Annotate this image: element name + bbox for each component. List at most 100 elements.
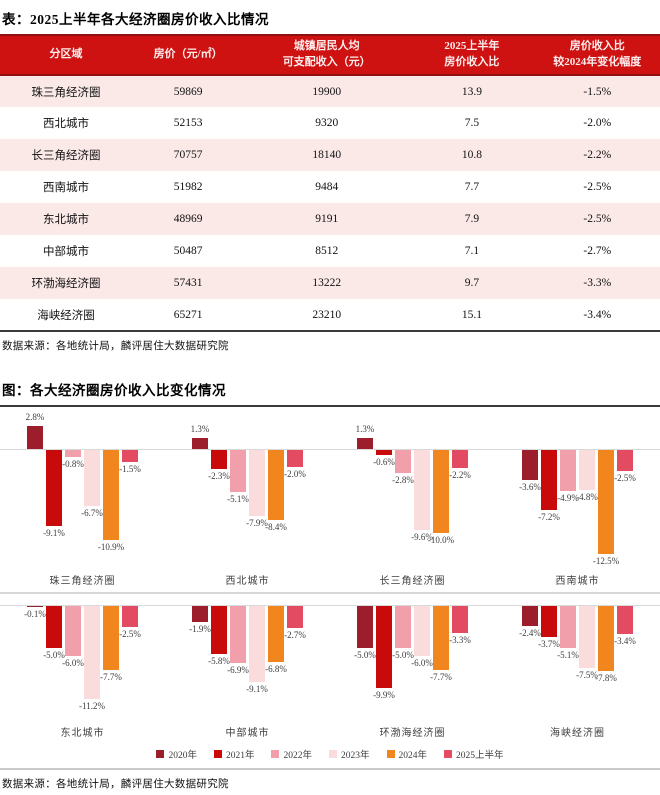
- value-cell: 15.1: [409, 299, 535, 332]
- bar-2020年: [27, 425, 43, 449]
- value-cell: 9.7: [464, 277, 480, 289]
- zero-axis-line: [0, 449, 660, 450]
- value-cell: 13.9: [461, 85, 482, 98]
- value-cell: 52153: [173, 117, 203, 129]
- bar-value-label: -6.0%: [411, 657, 433, 668]
- chart-title-rule: [0, 405, 660, 407]
- bar-2023年: [414, 606, 430, 656]
- value-cell: 59869: [173, 85, 203, 98]
- bar-2022年: [230, 450, 246, 493]
- chart-group-珠三角经济圈: 2.8% -9.1% -0.8% -6.7% -10.9% -1.5% 珠三角经济圈: [0, 407, 165, 591]
- region-cell: 长三角经济圈: [31, 150, 101, 162]
- bar-value-label: -0.1%: [24, 608, 46, 619]
- table-section: 表：2025上半年各大经济圈房价收入比情况 分区域 房价（元/㎡） 城镇居民人均 可…: [0, 0, 660, 357]
- value-cell: 50487: [173, 245, 203, 257]
- bar-value-label: -5.1%: [557, 650, 579, 661]
- legend-label: 2020年: [168, 751, 197, 761]
- bar-value-label: -5.0%: [392, 649, 414, 660]
- bar-value-label: -9.6%: [411, 531, 433, 542]
- bar-2025上半年: [122, 450, 138, 463]
- bar-2024年: [103, 606, 119, 670]
- ratio-table: 分区域 房价（元/㎡） 城镇居民人均 可支配收入（元） 2025上半年 房价收入比 房价…: [0, 34, 660, 332]
- bar-value-label: -2.5%: [614, 472, 636, 483]
- bar-2020年: [192, 606, 208, 622]
- legend-item: 2023年: [329, 747, 370, 761]
- group-label: 海峡经济圈: [550, 728, 605, 739]
- value-cell: 7.7: [464, 181, 480, 193]
- table-row: 环渤海经济圈 57431 13222 9.7 -3.3%: [0, 267, 660, 299]
- bar-2023年: [84, 450, 100, 506]
- column-header-3: 2025上半年 房价收入比: [409, 34, 535, 76]
- legend-item: 2025上半年: [444, 747, 504, 761]
- chart-source: 数据来源：各地统计局，麟评居住大数据研究院: [2, 779, 229, 790]
- bar-2024年: [268, 606, 284, 663]
- chart-legend: 2020年 2021年 2022年 2023年 2024年 2025上半年: [0, 743, 660, 765]
- bar-2020年: [522, 606, 538, 626]
- bar-value-label: -8.4%: [265, 521, 287, 532]
- legend-item: 2021年: [213, 747, 255, 761]
- value-cell: 7.5: [464, 117, 480, 129]
- table-row: 海峡经济圈 65271 23210 15.1 -3.4%: [0, 299, 660, 332]
- table-body: 珠三角经济圈 59869 19900 13.9 -1.5% 西北城市 52153 9320 7.…: [0, 75, 660, 332]
- legend-label: 2024年: [398, 751, 428, 761]
- value-cell: -2.5%: [583, 181, 612, 193]
- table-row: 东北城市 48969 9191 7.9 -2.5%: [0, 203, 660, 235]
- legend-swatch-icon: [271, 750, 280, 758]
- value-cell: 65271: [132, 299, 245, 332]
- legend-label: 2021年: [225, 751, 255, 761]
- bar-2025上半年: [617, 606, 633, 635]
- chart-group-西南城市: -3.6% -7.2% -4.9% -4.8% -12.5% -2.5% 西南城市: [495, 407, 660, 591]
- legend-item: 2020年: [156, 747, 197, 761]
- value-cell: 9484: [315, 181, 339, 193]
- bar-value-label: -4.8%: [576, 491, 598, 502]
- column-header-2: 城镇居民人均 可支配收入（元）: [244, 34, 410, 76]
- region-cell: 中部城市: [43, 246, 89, 258]
- chart-group-东北城市: -0.1% -5.0% -6.0% -11.2% -7.7% -2.5% 东北城市: [0, 595, 165, 743]
- bar-value-label: -2.0%: [284, 468, 306, 479]
- value-cell: -3.4%: [534, 299, 660, 332]
- chart-title: 图：各大经济圈房价收入比变化情况: [2, 383, 226, 398]
- value-cell: 19900: [312, 85, 342, 98]
- value-cell: 48969: [173, 213, 203, 225]
- value-cell: -2.2%: [583, 149, 612, 161]
- bar-2025上半年: [287, 450, 303, 467]
- bar-value-label: -4.9%: [557, 492, 579, 503]
- legend-label: 2022年: [283, 751, 312, 761]
- bar-2025上半年: [452, 606, 468, 634]
- bar-2021年: [211, 606, 227, 655]
- bar-value-label: -9.1%: [43, 527, 65, 538]
- bar-2023年: [579, 606, 595, 669]
- bar-2022年: [65, 606, 81, 656]
- value-cell: 10.8: [461, 149, 482, 161]
- legend-item: 2022年: [271, 747, 312, 761]
- bar-2024年: [598, 606, 614, 671]
- value-cell: -3.3%: [583, 277, 612, 289]
- bar-2021年: [46, 606, 62, 648]
- legend-swatch-icon: [329, 750, 337, 758]
- value-cell: 51982: [173, 181, 203, 193]
- bar-2020年: [357, 438, 373, 449]
- bar-2025上半年: [287, 606, 303, 629]
- group-label: 东北城市: [60, 728, 105, 739]
- bar-2024年: [433, 606, 449, 670]
- bar-value-label: -5.0%: [354, 649, 376, 660]
- bar-value-label: -6.0%: [62, 657, 84, 668]
- chart-group-海峡经济圈: -2.4% -3.7% -5.1% -7.5% -7.8% -3.4% 海峡经济圈: [495, 595, 660, 743]
- legend-label: 2025上半年: [456, 751, 504, 761]
- bar-2021年: [211, 450, 227, 470]
- bar-2020年: [27, 606, 43, 607]
- legend-swatch-icon: [213, 750, 222, 758]
- bar-value-label: -2.3%: [208, 471, 230, 482]
- chart-group-西北城市: 1.3% -2.3% -5.1% -7.9% -8.4% -2.0% 西北城市: [165, 407, 330, 591]
- bar-2021年: [541, 450, 557, 510]
- chart-section: 图：各大经济圈房价收入比变化情况 2.8% -9.1% -0.8% -6.7% -10.…: [0, 371, 660, 795]
- table-row: 中部城市 50487 8512 7.1 -2.7%: [0, 235, 660, 267]
- bar-value-label: -2.4%: [519, 627, 541, 638]
- chart-row-bottom: -0.1% -5.0% -6.0% -11.2% -7.7% -2.5% 东北城市 -1.9%…: [0, 595, 660, 743]
- bar-value-label: -3.3%: [449, 635, 471, 646]
- bar-value-label: -7.8%: [595, 672, 617, 683]
- bar-value-label: -10.0%: [427, 535, 455, 545]
- zero-axis-line: [0, 605, 660, 606]
- bar-value-label: -2.8%: [392, 475, 414, 486]
- group-label: 环渤海经济圈: [379, 728, 446, 739]
